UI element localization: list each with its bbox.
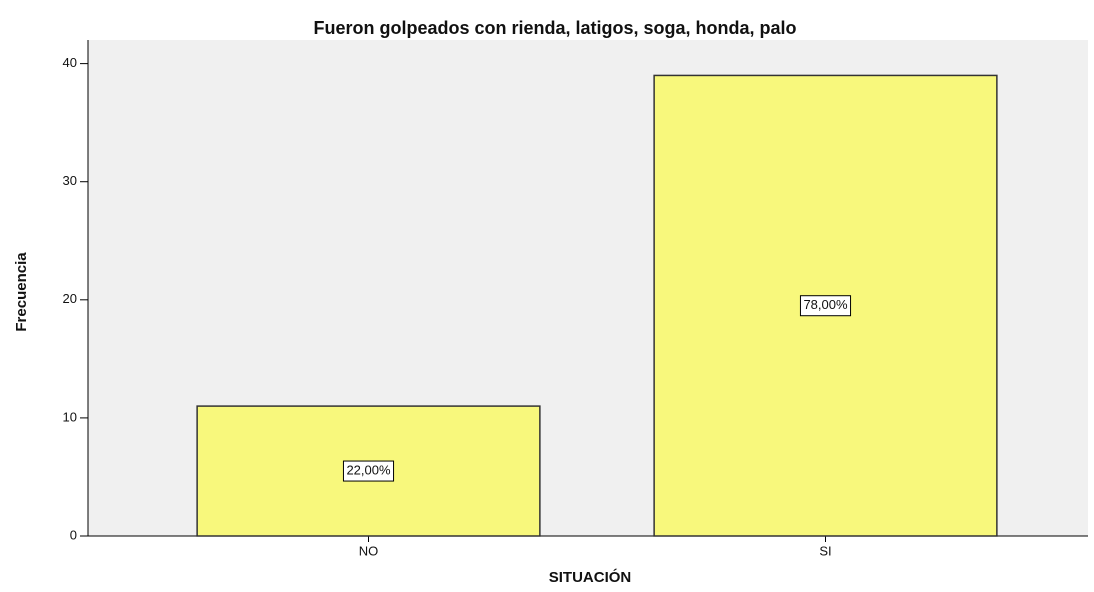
data-label: 22,00% [346, 462, 391, 477]
y-tick-label: 40 [63, 55, 77, 70]
data-label-box [342, 460, 395, 482]
chart-title: Fueron golpeados con rienda, latigos, so… [313, 18, 796, 38]
x-tick-label: SI [819, 543, 831, 558]
y-tick-label: 10 [63, 409, 77, 424]
y-tick-label: 0 [70, 527, 77, 542]
x-tick-label: NO [359, 543, 379, 558]
y-tick-label: 20 [63, 291, 77, 306]
y-tick-label: 30 [63, 173, 77, 188]
x-axis-title: SITUACIÓN [549, 568, 632, 586]
y-axis-title: Frecuencia [13, 252, 30, 332]
data-label: 78,00% [803, 297, 848, 312]
data-label-box [799, 295, 852, 317]
